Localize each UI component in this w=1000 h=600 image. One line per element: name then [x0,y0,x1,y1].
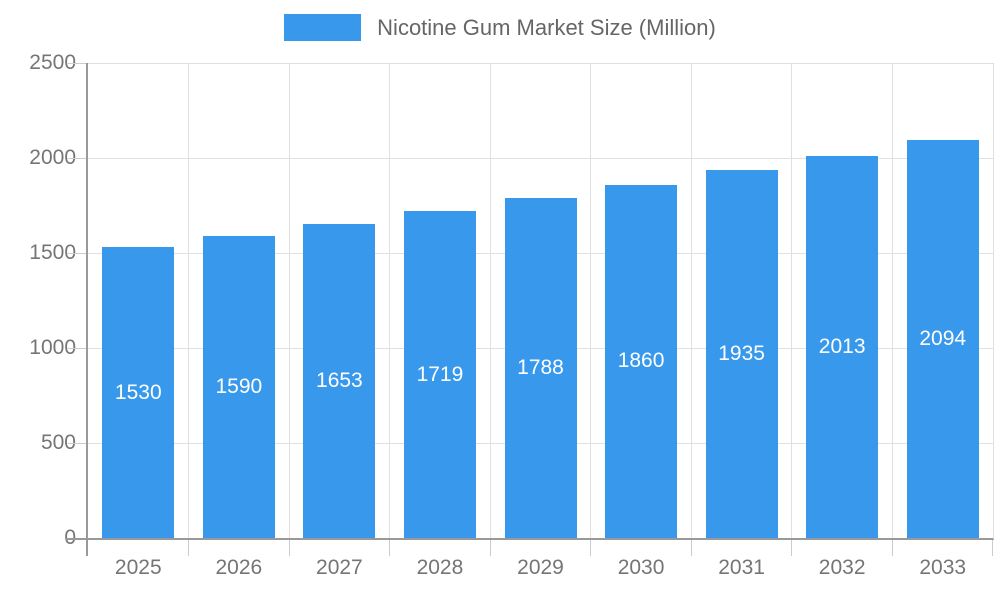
x-tick-mark [389,540,391,556]
y-tick-label: 2500 [29,51,76,74]
y-tick-mark [68,62,86,64]
x-tick-mark [992,540,993,556]
v-gridline [188,63,190,538]
legend[interactable]: Nicotine Gum Market Size (Million) [0,14,1000,41]
h-gridline [88,157,993,159]
x-tick-mark [891,540,893,556]
bar-2031[interactable]: 1935 [705,170,778,538]
v-gridline [489,63,491,538]
v-gridline [690,63,692,538]
x-tick-mark [288,540,290,556]
bar-2025[interactable]: 1530 [102,247,175,538]
x-tick-mark [590,540,592,556]
x-tick-mark [690,540,692,556]
y-tick-mark [68,252,86,254]
x-tick-mark [489,540,491,556]
y-tick-label: 1500 [29,241,76,264]
y-tick-mark [66,538,86,540]
y-tick-mark [68,157,86,159]
x-tick-mark [86,540,88,556]
plot-area: 1530 1590 1653 1719 1788 1860 1935 2013 2094 [66,62,994,556]
legend-swatch [284,14,362,41]
x-tick-label: 2033 [919,556,967,579]
y-tick-label: 2000 [29,146,76,169]
y-tick-label: 500 [40,431,76,454]
bar-value-label: 1860 [617,349,665,373]
x-tick-label: 2032 [818,556,866,579]
bar-2032[interactable]: 2013 [806,155,879,538]
v-gridline [891,63,893,538]
v-gridline [288,63,290,538]
v-gridline [590,63,592,538]
x-tick-label: 2026 [215,556,263,579]
bar-value-label: 1788 [517,356,564,380]
bar-2030[interactable]: 1860 [605,184,678,538]
x-tick-label: 2027 [316,556,363,579]
x-tick-label: 2028 [416,556,464,579]
bar-2028[interactable]: 1719 [403,211,476,538]
x-tick-label: 2025 [114,556,162,579]
x-tick-mark [188,540,190,556]
y-tick-mark [68,347,86,349]
x-tick-label: 2031 [718,556,765,579]
bar-value-label: 1719 [416,362,464,386]
legend-label: Nicotine Gum Market Size (Million) [377,14,716,40]
bar-2027[interactable]: 1653 [303,223,376,538]
bar-value-label: 1530 [114,380,162,404]
bar-value-label: 1590 [215,374,263,398]
h-gridline [88,62,993,64]
y-tick-label: 1000 [29,336,76,359]
bar-value-label: 2094 [919,327,967,351]
bar-2026[interactable]: 1590 [202,235,275,538]
bar-2033[interactable]: 2094 [906,140,979,538]
bar-2029[interactable]: 1788 [504,198,577,538]
v-gridline [791,63,793,538]
y-tick-mark [68,442,86,444]
x-tick-mark [791,540,793,556]
x-tick-label: 2029 [517,556,564,579]
bar-value-label: 2013 [818,334,866,358]
x-tick-label: 2030 [617,556,665,579]
bar-value-label: 1935 [718,342,765,366]
bar-value-label: 1653 [316,368,363,392]
v-gridline [389,63,391,538]
y-tick-label: 0 [16,526,76,550]
